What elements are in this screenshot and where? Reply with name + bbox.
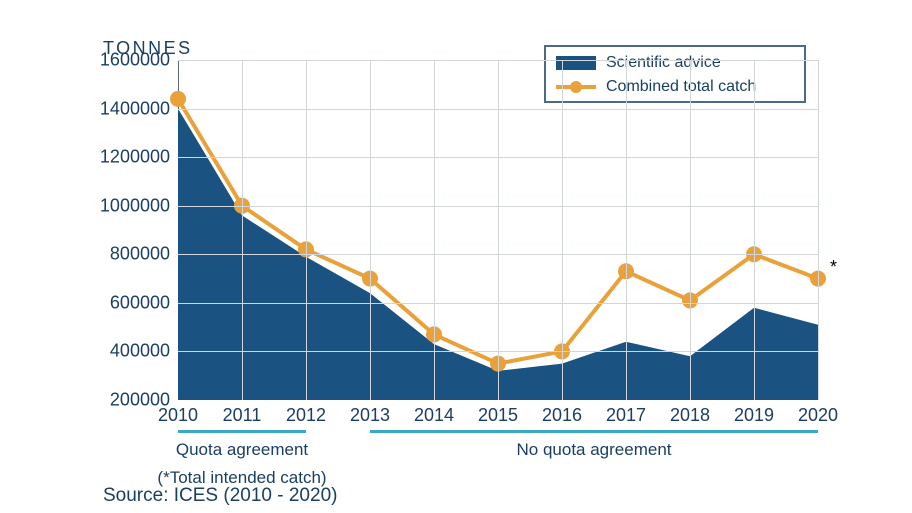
x-tick-label: 2013 xyxy=(340,405,400,426)
annotation-bar-no_quota xyxy=(370,430,818,433)
x-tick-label: 2012 xyxy=(276,405,336,426)
grid-line-v xyxy=(626,60,627,400)
grid-line-v xyxy=(306,60,307,400)
x-tick-label: 2019 xyxy=(724,405,784,426)
y-tick-label: 1200000 xyxy=(0,147,170,168)
x-tick-label: 2015 xyxy=(468,405,528,426)
y-tick-label: 1600000 xyxy=(0,50,170,71)
plot-area xyxy=(178,60,818,400)
annotation-label-no_quota: No quota agreement xyxy=(517,440,672,460)
chart-container: TONNES Scientific advice Combined total … xyxy=(0,0,912,513)
grid-line-v xyxy=(498,60,499,400)
grid-line-v xyxy=(562,60,563,400)
y-tick-label: 800000 xyxy=(0,244,170,265)
x-tick-label: 2020 xyxy=(788,405,848,426)
grid-line-v xyxy=(818,60,819,400)
x-tick-label: 2011 xyxy=(212,405,272,426)
x-tick-label: 2014 xyxy=(404,405,464,426)
x-tick-label: 2018 xyxy=(660,405,720,426)
grid-line-v xyxy=(754,60,755,400)
source-text: Source: ICES (2010 - 2020) xyxy=(103,485,337,507)
y-tick-label: 1400000 xyxy=(0,98,170,119)
grid-line-v xyxy=(370,60,371,400)
x-tick-label: 2016 xyxy=(532,405,592,426)
y-tick-label: 1000000 xyxy=(0,195,170,216)
star-note: * xyxy=(830,257,837,278)
y-tick-label: 600000 xyxy=(0,292,170,313)
x-tick-label: 2017 xyxy=(596,405,656,426)
annotation-bar-quota xyxy=(178,430,306,433)
grid-line-v xyxy=(434,60,435,400)
x-tick-label: 2010 xyxy=(148,405,208,426)
y-tick-label: 200000 xyxy=(0,390,170,411)
grid-line-v xyxy=(242,60,243,400)
grid-line-v xyxy=(690,60,691,400)
annotation-label-quota: Quota agreement xyxy=(176,440,308,460)
marker-combined-total-catch xyxy=(170,91,186,107)
y-tick-label: 400000 xyxy=(0,341,170,362)
